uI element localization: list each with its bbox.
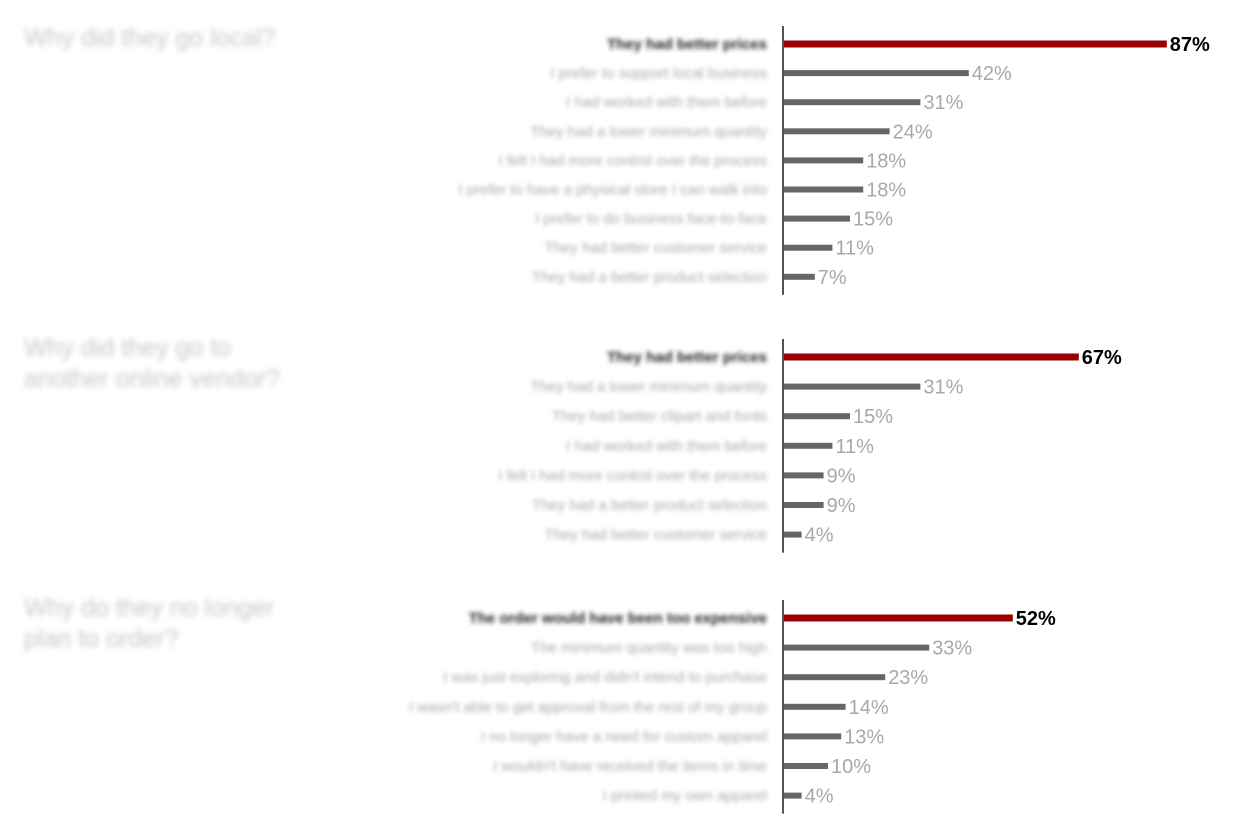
- value-label: 9%: [827, 465, 856, 487]
- category-label: I felt I had more control over the proce…: [499, 467, 767, 484]
- bar: [784, 763, 828, 769]
- chart-panel-2: Why did they go to another online vendor?…: [24, 334, 1122, 553]
- category-label: I wasn't able to get approval from the r…: [409, 699, 767, 716]
- bar: [784, 674, 886, 681]
- value-label: 33%: [932, 638, 972, 660]
- category-label: I had worked with them before: [566, 94, 767, 111]
- highlight-bar: [784, 614, 1013, 622]
- category-label: I prefer to do business face-to-face: [535, 211, 767, 228]
- value-label: 14%: [849, 697, 889, 719]
- value-label: 52%: [1016, 608, 1056, 630]
- value-label: 9%: [827, 495, 856, 517]
- bar: [784, 703, 846, 710]
- chart-title: Why did they go to another online vendor?: [24, 334, 280, 393]
- category-label: I wouldn't have received the items in ti…: [493, 758, 767, 775]
- value-label: 11%: [835, 238, 874, 260]
- category-label: They had a lower minimum quantity: [530, 379, 767, 396]
- category-label: I was just exploring and didn't intend t…: [443, 669, 767, 686]
- bar: [784, 186, 864, 193]
- value-label: 42%: [972, 63, 1012, 85]
- category-label: They had better customer service: [544, 240, 767, 257]
- bar: [784, 531, 802, 538]
- category-label: They had better prices: [607, 36, 767, 53]
- chart-panel-1: Why did they go local? They had better pr…: [24, 24, 1210, 295]
- category-label: They had better prices: [607, 349, 767, 366]
- category-label: They had better customer service: [544, 527, 767, 544]
- value-label: 15%: [853, 406, 893, 428]
- category-label: The minimum quantity was too high: [531, 640, 767, 657]
- bar: [784, 792, 802, 799]
- value-label: 31%: [923, 377, 963, 399]
- value-label: 23%: [888, 667, 928, 689]
- bar: [784, 472, 824, 479]
- value-label: 4%: [805, 525, 834, 547]
- bar: [784, 413, 850, 420]
- bar: [784, 70, 969, 77]
- category-label: I printed my own apparel: [603, 788, 767, 805]
- bar: [784, 128, 890, 135]
- highlight-bar: [784, 353, 1079, 361]
- value-label: 18%: [866, 150, 906, 172]
- value-label: 7%: [818, 267, 847, 289]
- category-label: I prefer to support local business: [550, 65, 767, 82]
- value-label: 18%: [866, 180, 906, 202]
- category-label: I prefer to have a physical store I can …: [459, 182, 768, 199]
- category-label: I had worked with them before: [566, 438, 767, 455]
- category-label: I no longer have a need for custom appar…: [481, 728, 767, 745]
- bar: [784, 733, 842, 740]
- value-label: 11%: [835, 436, 874, 458]
- value-label: 13%: [844, 726, 884, 748]
- value-label: 67%: [1082, 347, 1122, 369]
- bar: [784, 244, 833, 251]
- bar: [784, 157, 864, 164]
- category-label: They had better clipart and fonts: [552, 408, 767, 425]
- value-label: 31%: [923, 92, 963, 114]
- category-label: They had a better product selection: [532, 497, 767, 514]
- bar: [784, 502, 824, 508]
- category-label: I felt I had more control over the proce…: [499, 152, 767, 169]
- value-label: 87%: [1170, 34, 1210, 56]
- bar: [784, 99, 921, 106]
- value-label: 4%: [805, 786, 834, 808]
- value-label: 24%: [893, 121, 933, 143]
- bar: [784, 215, 850, 222]
- value-label: 10%: [831, 756, 871, 778]
- bar: [784, 273, 815, 280]
- bar: [784, 442, 833, 449]
- highlight-bar: [784, 40, 1167, 48]
- value-label: 15%: [853, 209, 893, 231]
- category-label: They had a lower minimum quantity: [530, 123, 767, 140]
- bar: [784, 644, 930, 651]
- bar: [784, 383, 921, 390]
- chart-title: Why do they no longer plan to order?: [24, 594, 274, 653]
- chart-panel-3: Why do they no longer plan to order? The o…: [24, 594, 1056, 814]
- category-label: They had a better product selection: [532, 269, 767, 286]
- chart-title: Why did they go local?: [24, 24, 276, 52]
- category-label: The order would have been too expensive: [469, 610, 767, 627]
